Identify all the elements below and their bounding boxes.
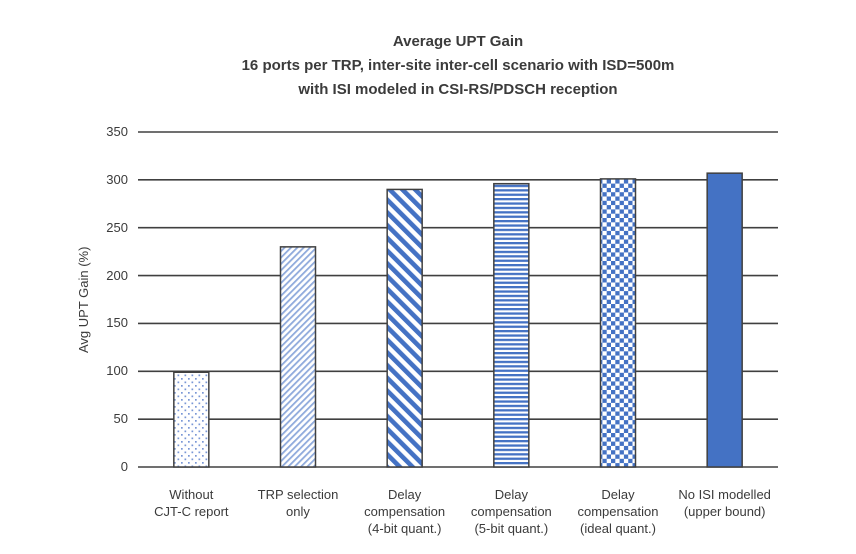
bar-diag-forward <box>279 246 317 468</box>
x-category-label: Delay compensation (ideal quant.) <box>577 487 659 536</box>
y-tick-label-250: 250 <box>106 219 128 235</box>
chart-title: Average UPT Gain <box>392 33 524 50</box>
y-tick-label-300: 300 <box>106 171 128 187</box>
bar-checker <box>599 178 637 468</box>
y-tick-label-150: 150 <box>106 315 128 331</box>
chart-title-block: Average UPT Gain 16 ports per TRP, inter… <box>58 30 856 102</box>
x-category-label: Delay compensation (4-bit quant.) <box>364 487 446 536</box>
chart-subtitle-2: with ISI modeled in CSI-RS/PDSCH recepti… <box>298 81 618 98</box>
bar-diag-back <box>386 188 423 468</box>
bar-solid <box>706 172 743 468</box>
y-tick-label-200: 200 <box>106 267 128 283</box>
plot-area <box>138 131 778 468</box>
bar-horizontal <box>493 182 530 468</box>
x-category-label: Delay compensation (5-bit quant.) <box>470 487 552 536</box>
chart-subtitle-1: 16 ports per TRP, inter-site inter-cell … <box>241 57 675 74</box>
x-category-label: No ISI modelled (upper bound) <box>678 487 771 519</box>
bar-dots <box>173 371 210 468</box>
bars <box>173 172 743 468</box>
gridlines <box>138 131 778 468</box>
y-tick-label-0: 0 <box>120 459 128 474</box>
x-category-label: Without CJT-C report <box>154 487 229 519</box>
y-tick-label-100: 100 <box>106 363 128 379</box>
x-category-label: TRP selection only <box>257 487 339 519</box>
y-tick-label-350: 350 <box>106 124 128 139</box>
y-tick-label-50: 50 <box>113 411 128 427</box>
